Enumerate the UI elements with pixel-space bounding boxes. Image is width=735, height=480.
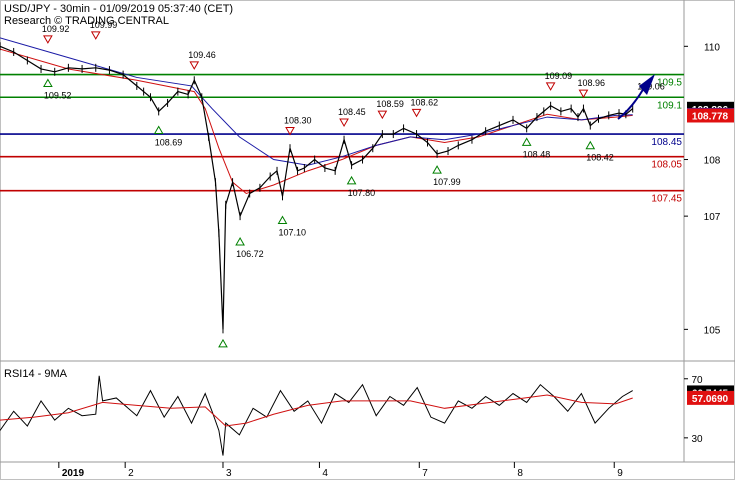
low-marker-icon (432, 165, 442, 174)
high-marker-icon (411, 108, 422, 118)
swing-low-label: 108.48 (523, 149, 551, 159)
projection-arrow-icon (617, 74, 655, 120)
time-tick-label: 2 (128, 468, 134, 479)
time-tick-label: 2019 (62, 468, 85, 479)
low-marker-icon (346, 175, 357, 185)
time-tick-label: 9 (617, 468, 623, 479)
chart-subtitle: Research © TRADING CENTRAL (4, 15, 169, 27)
time-tick-label: 3 (226, 468, 232, 479)
red-ma-badge-bg (687, 108, 734, 123)
low-marker-icon (277, 215, 288, 224)
rsi-ma-line (0, 394, 633, 427)
high-marker-icon (189, 61, 200, 70)
high-marker-icon (545, 82, 556, 91)
swing-annotations: 109.92 109.99 109.46 109.52 108.69 106.72 107.… (42, 20, 665, 348)
swing-high-label: 109.99 (90, 20, 118, 30)
high-marker-icon (578, 89, 589, 99)
swing-high-label: 108.96 (577, 78, 605, 88)
low-marker-icon (153, 125, 164, 134)
swing-high-label: 108.45 (338, 107, 366, 117)
time-tick-label: 4 (322, 468, 328, 479)
swing-low-label: 108.69 (155, 137, 183, 147)
rsi-tick-label: 70 (691, 375, 703, 386)
price-tick-label: 107 (704, 212, 721, 223)
level-label-1: 109.1 (657, 100, 682, 111)
swing-high-label: 108.62 (411, 97, 439, 107)
swing-low-label: 106.72 (236, 249, 264, 259)
swing-low-label: 108.42 (586, 153, 614, 163)
time-tick-label: 7 (422, 468, 428, 479)
swing-low-label: 107.10 (278, 227, 306, 237)
high-marker-icon (90, 31, 101, 40)
rsi-tick-label: 30 (691, 434, 703, 445)
rsi-ma-badge: 57.0690 (692, 394, 729, 405)
low-marker-icon (218, 338, 228, 348)
chart-title: USD/JPY - 30min - 01/09/2019 05:37:40 (C… (4, 3, 233, 15)
level-label-0: 109.5 (657, 78, 682, 89)
high-marker-icon (285, 127, 295, 136)
low-marker-icon (235, 236, 245, 246)
swing-high-label: 109.09 (545, 71, 573, 81)
swing-low-label: 107.99 (433, 177, 461, 187)
price-series (0, 42, 634, 334)
rsi-axis: 70 30 (684, 375, 703, 445)
level-label-3: 108.05 (651, 160, 682, 171)
price-badges: 108.896108.787108.77860.744557.0690 (687, 101, 734, 405)
rsi-panel-title: RSI14 - 9MA (4, 368, 68, 380)
rsi14-line (0, 375, 633, 456)
rsi-series (0, 375, 633, 456)
price-axis: 110 108 107 105 (684, 42, 721, 336)
level-label-2: 108.45 (651, 137, 682, 148)
swing-low-label: 107.80 (348, 188, 376, 198)
high-marker-icon (43, 35, 53, 44)
swing-low-label: 109.52 (44, 90, 72, 100)
price-tick-label: 108 (704, 156, 721, 167)
rsi-ma-badge-bg (687, 390, 734, 405)
time-axis: 2019 2 3 4 7 8 9 (58, 462, 623, 479)
low-marker-icon (43, 78, 53, 87)
projection-label: 109.06 (637, 82, 665, 92)
support-resistance-levels: 109.5 109.1 108.45 108.05 107.45 (0, 73, 684, 205)
red-ma-badge: 108.778 (692, 111, 729, 122)
ma-slow-line (0, 37, 633, 166)
low-marker-icon (585, 140, 596, 150)
high-marker-icon (377, 110, 388, 120)
price-tick-label: 105 (704, 325, 721, 336)
level-label-4: 107.45 (651, 194, 682, 205)
high-marker-icon (339, 118, 349, 128)
swing-high-label: 108.59 (376, 99, 404, 109)
swing-high-label: 109.92 (42, 24, 70, 34)
time-tick-label: 8 (517, 468, 523, 479)
price-tick-label: 110 (704, 42, 720, 53)
swing-high-label: 108.30 (284, 116, 312, 126)
low-marker-icon (521, 137, 532, 146)
swing-high-label: 109.46 (188, 50, 216, 60)
